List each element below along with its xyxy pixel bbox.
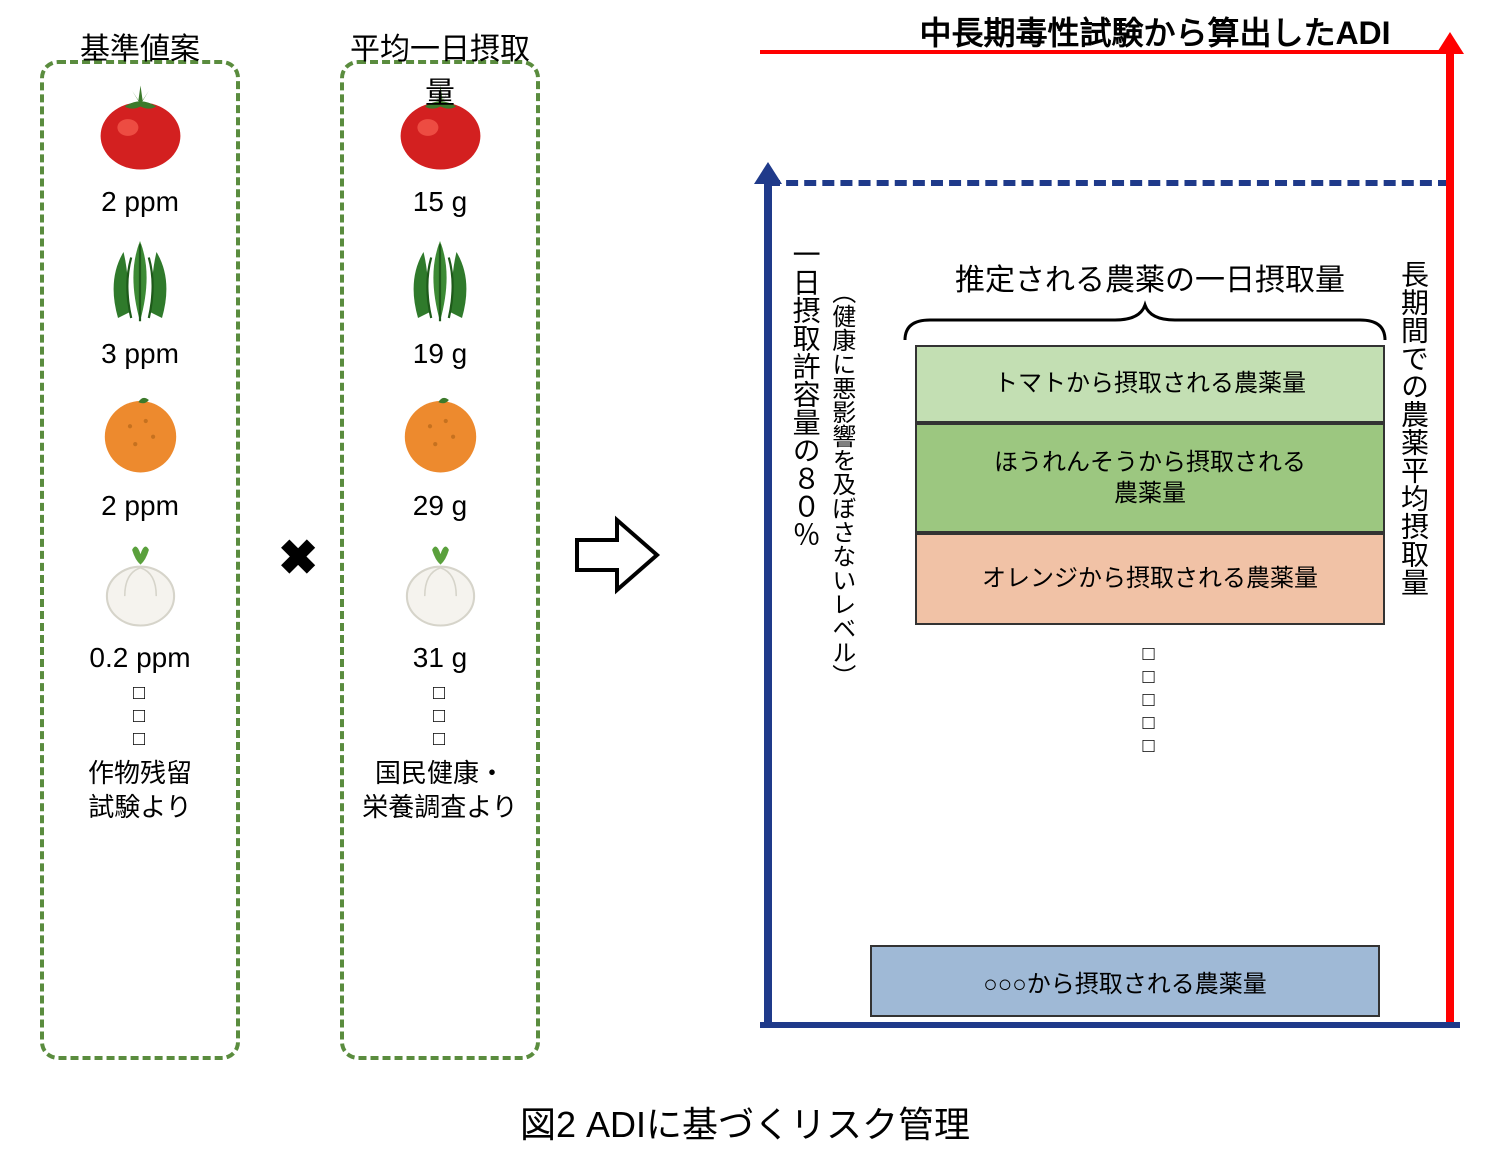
ref-label-onion: 0.2 ppm — [89, 642, 190, 674]
ref-label-spinach: 3 ppm — [101, 338, 179, 370]
ref-item-orange: 2 ppm — [85, 376, 195, 522]
onion-icon — [385, 528, 495, 638]
orange-icon — [385, 376, 495, 486]
intake-source: 国民健康・栄養調査より — [362, 757, 517, 825]
intake-label-spinach: 19 g — [413, 338, 468, 370]
adi-diagram: 基準値案 2 ppm — [0, 0, 1490, 1166]
stack-spinach: ほうれんそうから摂取される農薬量 — [915, 423, 1385, 533]
adi-line — [760, 50, 1450, 54]
estimate-title: 推定される農薬の一日摂取量 — [900, 255, 1400, 299]
blue-label-sub: （健康に悪影響を及ぼさないレベル） — [828, 280, 855, 688]
tomato-icon — [85, 72, 195, 182]
reference-list: 2 ppm 3 ppm — [44, 72, 236, 837]
intake-item-onion: 31 g — [385, 528, 495, 674]
adi-title: 中長期毒性試験から算出したADI — [860, 8, 1450, 54]
stack-other: ○○○から摂取される農薬量 — [870, 945, 1380, 1017]
reference-column: 基準値案 2 ppm — [40, 60, 240, 1060]
red-label: 長期間での農薬平均摂取量 — [1398, 260, 1429, 596]
red-arrow — [1446, 50, 1454, 1025]
blue-arrow-label: 一日摂取許容量の８０％ — [788, 240, 822, 548]
intake-label-tomato: 15 g — [413, 186, 468, 218]
stack-boxes: トマトから摂取される農薬量 ほうれんそうから摂取される農薬量 オレンジから摂取さ… — [915, 345, 1385, 776]
dashed-80pct-line — [768, 180, 1450, 186]
stack-tomato: トマトから摂取される農薬量 — [915, 345, 1385, 423]
ref-label-tomato: 2 ppm — [101, 186, 179, 218]
spinach-icon — [385, 224, 495, 334]
brace-icon — [900, 300, 1390, 340]
spinach-icon — [85, 224, 195, 334]
reference-title: 基準値案 — [44, 24, 236, 68]
intake-list: 15 g 19 g — [344, 72, 536, 837]
onion-icon — [85, 528, 195, 638]
ref-item-onion: 0.2 ppm — [85, 528, 195, 674]
intake-item-spinach: 19 g — [385, 224, 495, 370]
blue-arrow-sublabel: （健康に悪影響を及ぼさないレベル） — [826, 280, 855, 688]
orange-icon — [85, 376, 195, 486]
intake-title: 平均一日摂取量 — [344, 24, 536, 112]
intake-label-orange: 29 g — [413, 490, 468, 522]
ref-item-spinach: 3 ppm — [85, 224, 195, 370]
vdots-ref: □□□ — [133, 682, 147, 751]
right-chart: 中長期毒性試験から算出したADI 一日摂取許容量の８０％ （健康に悪影響を及ぼさ… — [700, 0, 1460, 1060]
vdots-intake: □□□ — [433, 682, 447, 751]
baseline — [760, 1022, 1460, 1028]
multiply-icon: ✖ — [278, 530, 318, 586]
blue-arrow — [764, 180, 772, 1025]
intake-column: 平均一日摂取量 15 g — [340, 60, 540, 1060]
ref-item-tomato: 2 ppm — [85, 72, 195, 218]
figure-caption: 図2 ADIに基づくリスク管理 — [0, 1096, 1490, 1148]
reference-source: 作物残留試験より — [88, 757, 192, 825]
red-arrow-label: 長期間での農薬平均摂取量 — [1396, 260, 1430, 596]
arrow-icon — [572, 515, 662, 600]
stack-orange: オレンジから摂取される農薬量 — [915, 533, 1385, 625]
blue-label-main: 一日摂取許容量の８０％ — [790, 240, 821, 548]
vdots-stack: □□□□□ — [915, 643, 1385, 758]
ref-label-orange: 2 ppm — [101, 490, 179, 522]
intake-label-onion: 31 g — [413, 642, 468, 674]
intake-item-orange: 29 g — [385, 376, 495, 522]
